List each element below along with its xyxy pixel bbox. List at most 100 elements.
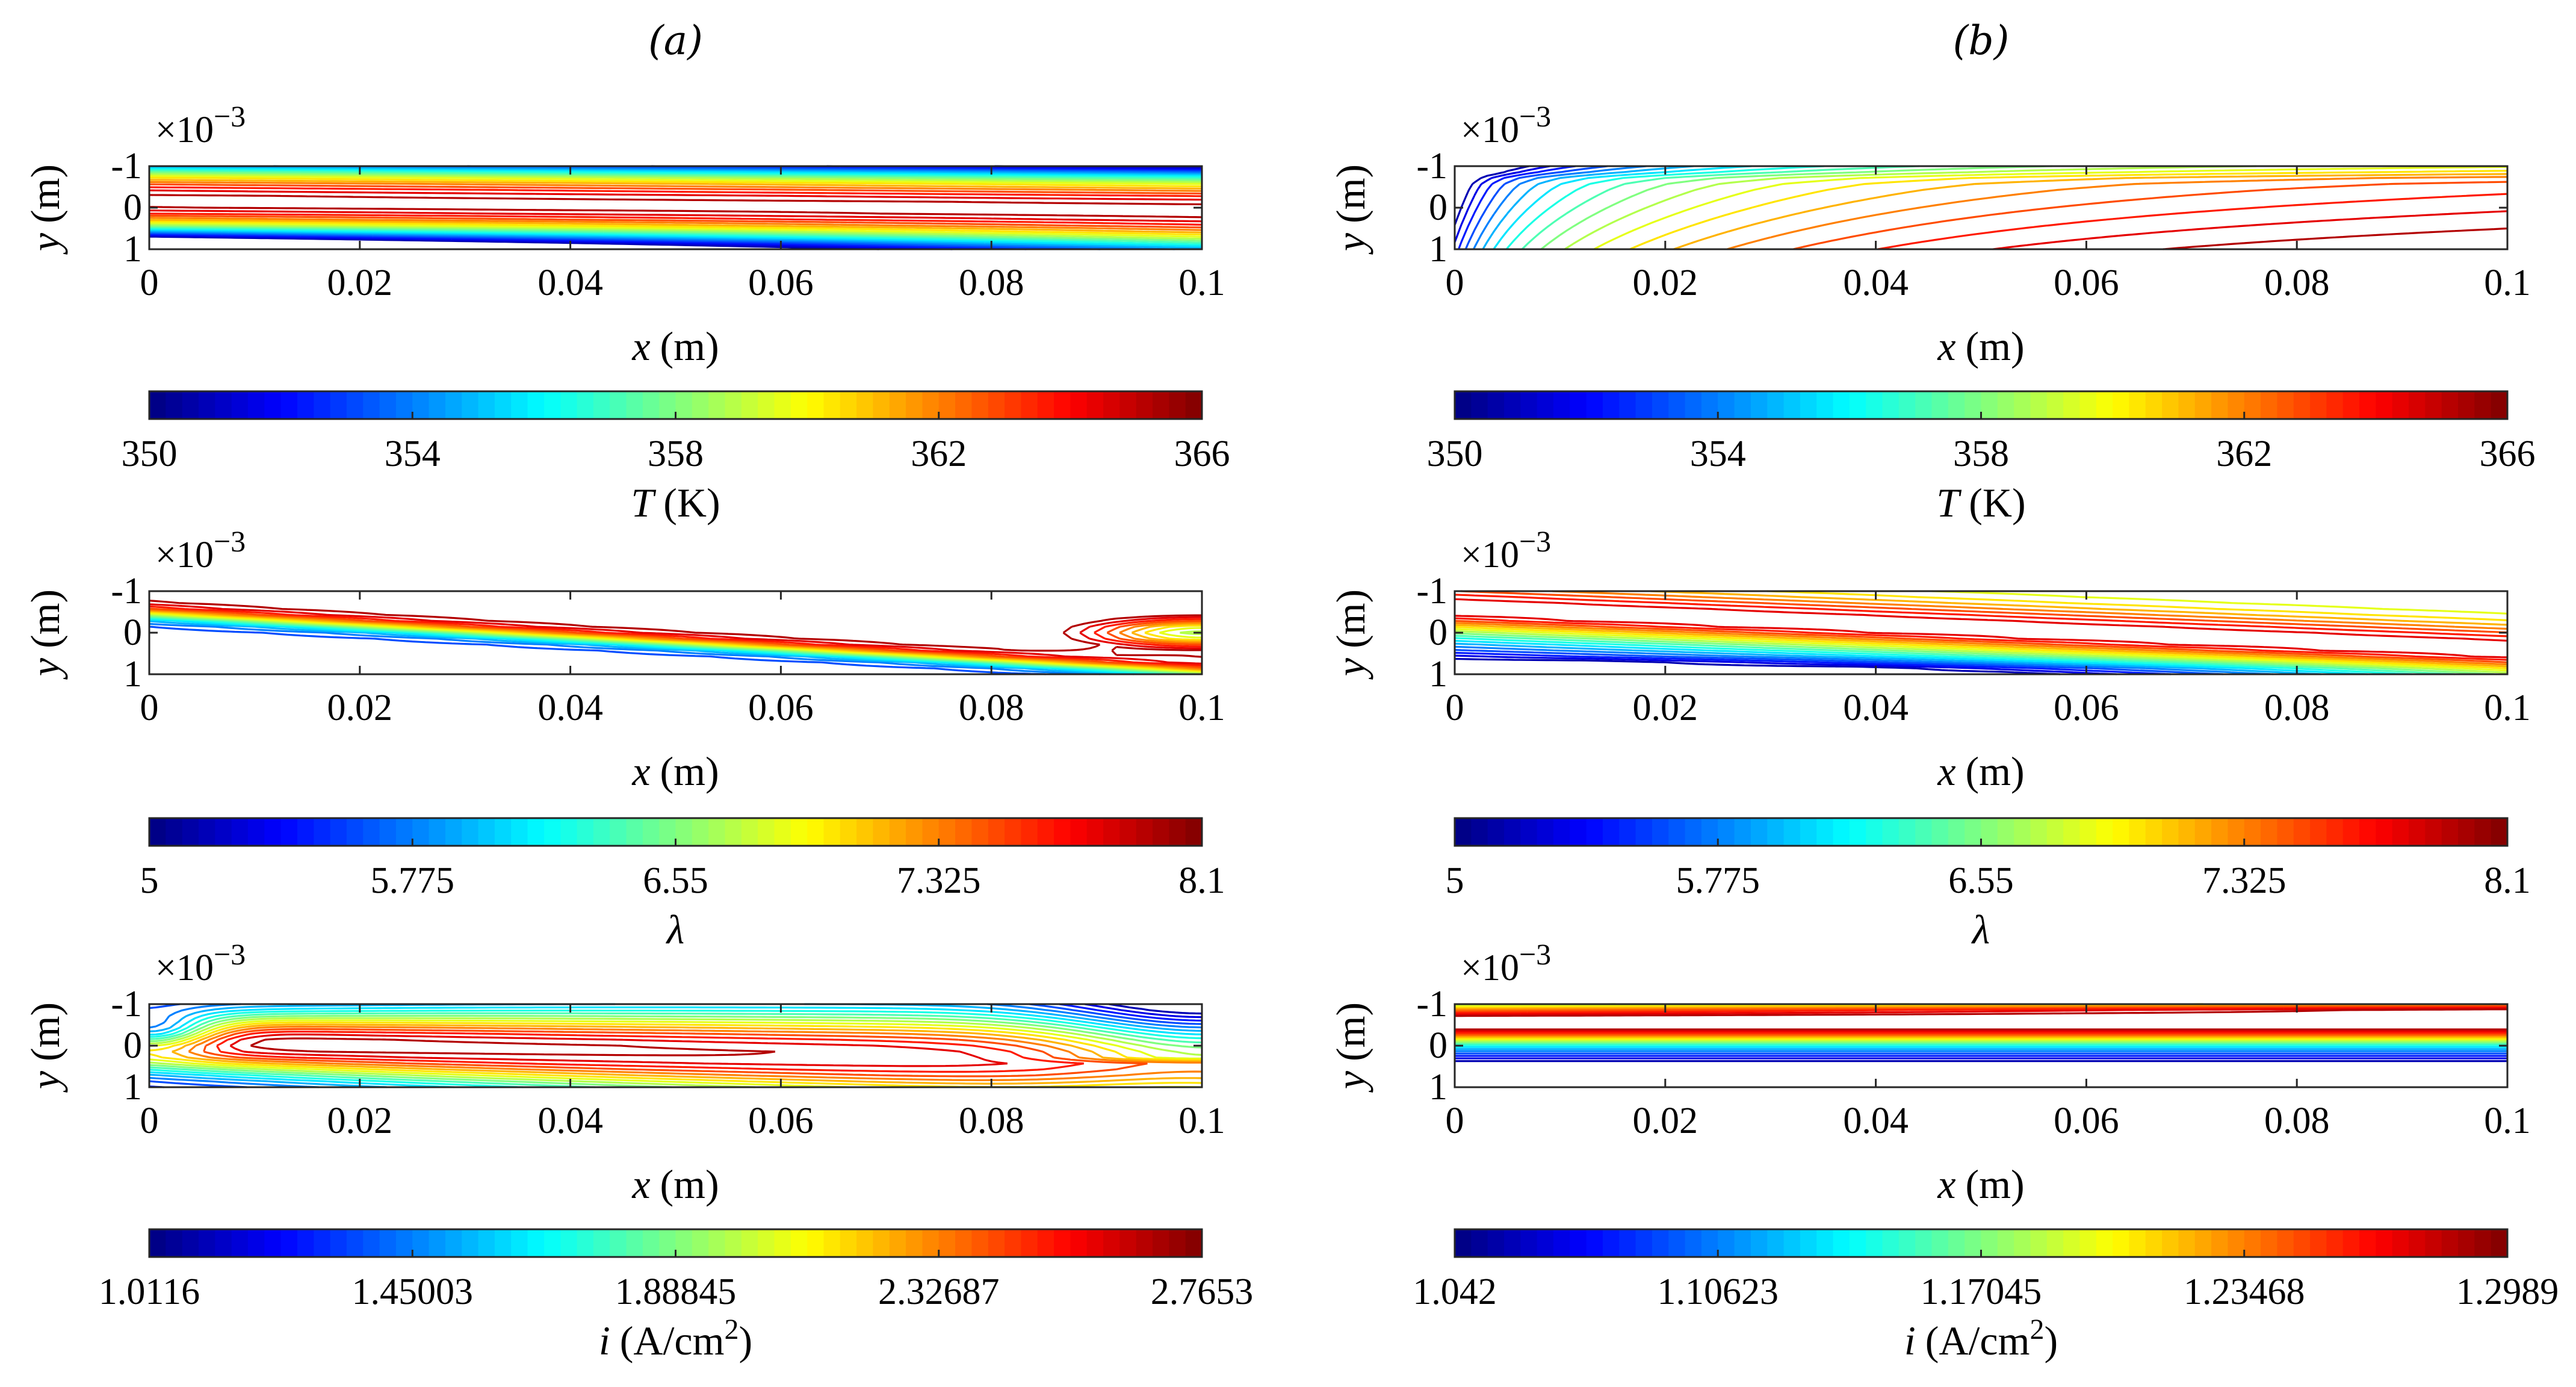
contour-line xyxy=(1455,1008,2507,1031)
colorbar-label-var: T xyxy=(1936,480,1961,526)
colorbar-swatch xyxy=(2293,391,2311,419)
colorbar-swatch xyxy=(1119,391,1137,419)
x-axis-unit: (m) xyxy=(660,323,719,369)
contour-line xyxy=(149,1019,1203,1088)
colorbar-swatch xyxy=(1153,818,1170,846)
colorbar-swatch xyxy=(610,818,627,846)
colorbar-swatch xyxy=(610,391,627,419)
colorbar-swatch xyxy=(2211,391,2229,419)
x-tick-label: 0.02 xyxy=(1633,687,1698,728)
colorbar-swatch xyxy=(1136,1229,1154,1257)
colorbar-swatch xyxy=(577,391,594,419)
colorbar-swatch xyxy=(1635,1229,1653,1257)
colorbar-tick-label: 362 xyxy=(911,433,967,474)
colorbar-swatch xyxy=(2030,391,2048,419)
contour-line xyxy=(1454,645,2274,675)
contour-plot-a-T xyxy=(149,165,1203,250)
colorbar-swatch xyxy=(445,1229,463,1257)
colorbar-swatch xyxy=(2129,391,2146,419)
colorbar-swatch xyxy=(2046,1229,2064,1257)
contour-line xyxy=(1726,176,2508,250)
contour-line xyxy=(1877,193,2508,250)
colorbar-swatch xyxy=(1153,391,1170,419)
colorbar-swatch xyxy=(149,391,167,419)
colorbar-swatch xyxy=(2228,818,2245,846)
colorbar-swatch xyxy=(1086,391,1104,419)
colorbar-swatch xyxy=(1898,818,1916,846)
colorbar-label-close: ) xyxy=(2044,1318,2058,1364)
y-exponent-power: −3 xyxy=(1519,937,1551,971)
y-exponent-base: ×10 xyxy=(1461,535,1519,576)
colorbar-tick-label: 1.88845 xyxy=(615,1271,737,1312)
colorbar-swatch xyxy=(462,391,479,419)
colorbar-swatch xyxy=(2326,818,2344,846)
colorbar-swatch xyxy=(2425,818,2442,846)
y-axis-label: y (m) xyxy=(1328,164,1373,255)
colorbar-swatch xyxy=(2113,1229,2130,1257)
colorbar-swatch xyxy=(955,1229,973,1257)
colorbar-swatch xyxy=(1816,818,1834,846)
colorbar-swatch xyxy=(1602,818,1620,846)
y-axis-var: y xyxy=(1328,1070,1373,1093)
colorbar-swatch xyxy=(758,818,775,846)
colorbar-swatch xyxy=(1005,1229,1022,1257)
colorbar-swatch xyxy=(1037,818,1055,846)
colorbar-swatch xyxy=(1586,818,1603,846)
colorbar-swatch xyxy=(247,818,265,846)
colorbar-swatch xyxy=(889,391,907,419)
contour-line xyxy=(149,179,1203,234)
colorbar-swatch xyxy=(2409,1229,2426,1257)
colorbar-swatch xyxy=(1153,1229,1170,1257)
text-layer: (a)0 0.02 0.04 0.06 0.08 0.1-101×10−3y(m)x (m)… xyxy=(22,17,2559,1364)
colorbar-swatch xyxy=(1685,391,1702,419)
colorbar-swatch xyxy=(2046,391,2064,419)
colorbar-swatch xyxy=(1185,391,1203,419)
colorbar-swatch xyxy=(166,391,183,419)
y-tick-label: 0 xyxy=(123,612,142,653)
x-tick-label: 0.04 xyxy=(537,1100,603,1141)
colorbar-swatch xyxy=(1602,391,1620,419)
colorbar-swatch xyxy=(1520,1229,1538,1257)
colorbar-swatch xyxy=(1915,1229,1933,1257)
x-tick-label: 0.02 xyxy=(327,262,393,303)
colorbar-swatch xyxy=(2096,391,2114,419)
colorbar-swatch xyxy=(2293,1229,2311,1257)
colorbar-swatch xyxy=(1965,818,1982,846)
colorbar-swatch xyxy=(593,1229,611,1257)
colorbar-swatch xyxy=(2030,818,2048,846)
colorbar-swatch xyxy=(1169,391,1186,419)
colorbar-swatch xyxy=(823,818,841,846)
colorbar-swatch xyxy=(1800,818,1818,846)
colorbar-swatch xyxy=(2194,818,2212,846)
colorbar-swatch xyxy=(2178,818,2196,846)
colorbar-swatch xyxy=(1487,1229,1505,1257)
colorbar-swatch xyxy=(1537,391,1554,419)
colorbar-tick-label: 5.775 xyxy=(371,860,455,901)
colorbar-tick-label: 1.45003 xyxy=(352,1271,474,1312)
colorbar-swatch xyxy=(330,391,347,419)
contour-line xyxy=(149,610,1203,671)
colorbar-tick-label: 358 xyxy=(1953,433,2009,474)
colorbar-swatch xyxy=(379,391,397,419)
colorbar-swatch xyxy=(1619,391,1636,419)
x-tick-label: 0.02 xyxy=(1633,262,1698,303)
colorbar-swatch xyxy=(626,818,643,846)
colorbar-swatch xyxy=(2342,818,2361,846)
colorbar-swatch xyxy=(1965,391,1982,419)
colorbar-swatch xyxy=(2113,818,2130,846)
colorbar-swatch xyxy=(1169,818,1186,846)
contour-line xyxy=(1455,1005,2507,1035)
y-tick-label: 0 xyxy=(1429,1025,1447,1066)
colorbar-swatch xyxy=(1931,391,1949,419)
contour-line xyxy=(1454,635,2456,675)
x-tick-label: 0 xyxy=(1446,1100,1464,1141)
colorbar-swatch xyxy=(1701,391,1719,419)
colorbar-swatch xyxy=(774,818,791,846)
contour-line xyxy=(149,194,1203,219)
colorbar-swatch xyxy=(1866,391,1883,419)
colorbar-label-sup: 2 xyxy=(724,1314,738,1345)
colorbar-swatch xyxy=(1718,1229,1735,1257)
contour-line xyxy=(149,600,1203,658)
colorbar-swatch xyxy=(840,818,858,846)
x-tick-label: 0.02 xyxy=(1633,1100,1698,1141)
